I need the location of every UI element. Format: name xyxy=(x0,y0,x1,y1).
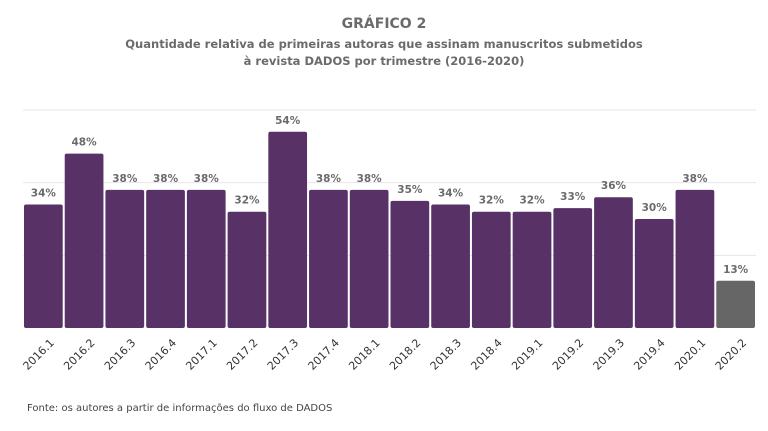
data-label: 34% xyxy=(31,187,57,199)
source-note: Fonte: os autores a partir de informaçõe… xyxy=(27,403,333,414)
data-label: 38% xyxy=(682,173,708,185)
data-label: 54% xyxy=(275,115,301,127)
bar xyxy=(24,204,63,328)
x-tick-label: 2018.1 xyxy=(346,336,382,372)
bar xyxy=(268,131,308,328)
data-label: 48% xyxy=(72,137,98,149)
bar xyxy=(105,189,145,328)
bar xyxy=(675,189,715,328)
bar xyxy=(716,280,755,328)
data-label: 13% xyxy=(723,264,749,276)
x-tick-label: 2019.2 xyxy=(550,336,586,372)
data-label: 32% xyxy=(479,195,505,207)
bar xyxy=(634,219,674,328)
bar xyxy=(512,211,552,328)
data-label: 38% xyxy=(112,173,138,185)
x-tick-label: 2019.3 xyxy=(591,336,627,372)
data-label: 38% xyxy=(316,173,342,185)
x-tick-label: 2018.3 xyxy=(428,336,464,372)
data-label: 32% xyxy=(234,195,260,207)
chart-subtitle-line-2: à revista DADOS por trimestre (2016-2020… xyxy=(243,54,525,68)
bar xyxy=(146,189,185,328)
x-tick-label: 2020.2 xyxy=(713,336,749,372)
bar xyxy=(594,197,633,328)
bar xyxy=(227,211,267,328)
chart-title: GRÁFICO 2 xyxy=(341,16,427,32)
data-label: 35% xyxy=(397,184,423,196)
x-tick-label: 2019.1 xyxy=(509,336,545,372)
data-label: 36% xyxy=(601,180,627,192)
x-tick-label: 2020.1 xyxy=(672,336,708,372)
bar-chart: 34% 2016.1 48% 2016.2 38% 2016.3 38% 2016.4 38% 2… xyxy=(21,109,756,373)
x-tick-label: 2017.2 xyxy=(224,336,260,372)
x-tick-label: 2016.3 xyxy=(102,336,138,372)
data-label: 34% xyxy=(438,187,464,199)
bar xyxy=(186,189,226,328)
x-tick-label: 2016.1 xyxy=(21,336,57,372)
data-label: 38% xyxy=(357,173,383,185)
data-label: 38% xyxy=(194,173,220,185)
x-tick-label: 2018.2 xyxy=(387,336,423,372)
x-tick-label: 2018.4 xyxy=(468,336,504,372)
data-label: 33% xyxy=(560,191,586,203)
x-tick-label: 2017.1 xyxy=(183,336,219,372)
chart-subtitle-line-1: Quantidade relativa de primeiras autoras… xyxy=(125,37,643,51)
bar xyxy=(349,189,389,328)
bar xyxy=(64,153,104,328)
data-label: 32% xyxy=(519,195,545,207)
bar xyxy=(309,189,348,328)
bar xyxy=(431,204,470,328)
bar xyxy=(390,200,430,328)
x-tick-label: 2016.2 xyxy=(61,336,97,372)
bar xyxy=(471,211,511,328)
x-tick-label: 2017.4 xyxy=(306,336,342,372)
bar xyxy=(553,208,593,328)
x-tick-label: 2017.3 xyxy=(265,336,301,372)
x-tick-label: 2016.4 xyxy=(143,336,179,372)
data-label: 30% xyxy=(642,202,668,214)
x-tick-label: 2019.4 xyxy=(631,336,667,372)
data-label: 38% xyxy=(153,173,179,185)
